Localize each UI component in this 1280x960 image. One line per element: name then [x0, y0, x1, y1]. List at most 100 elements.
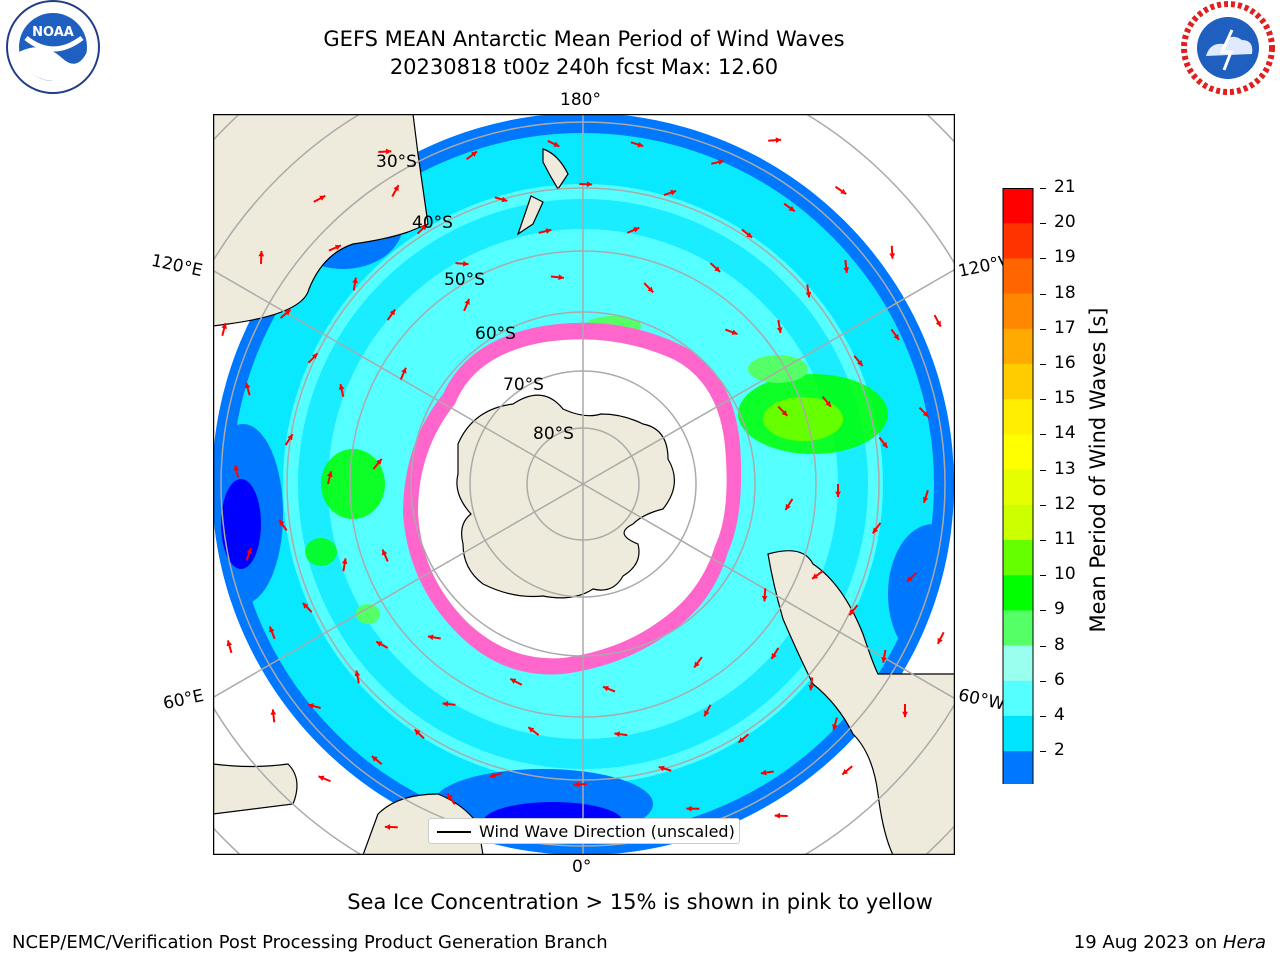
- wind-arrow-head: [384, 824, 391, 830]
- wind-arrow-head: [849, 609, 855, 616]
- wind-arrow-head: [761, 595, 768, 602]
- wind-arrow-head: [922, 496, 929, 503]
- lat-label-70s: 70°S: [503, 375, 544, 395]
- wind-arrow-head: [937, 637, 943, 644]
- wind-arrow-head: [464, 298, 470, 305]
- wind-arrow-head: [889, 253, 896, 259]
- colorbar-tick-label: 2: [1054, 740, 1065, 761]
- footer-credit: NCEP/EMC/Verification Post Processing Pr…: [12, 932, 608, 953]
- colorbar-tick-label: 14: [1054, 423, 1076, 444]
- colorbar-tick-mark: [1040, 223, 1046, 225]
- colorbar-tick-label: 17: [1054, 317, 1076, 338]
- wind-arrow-head: [658, 765, 665, 772]
- wind-arrow-head: [376, 458, 382, 465]
- colorbar-tick-label: 15: [1054, 388, 1076, 409]
- wind-arrow-head: [334, 244, 341, 251]
- wind-arrow-head: [401, 367, 407, 374]
- colorbar-tick-mark: [1040, 716, 1046, 717]
- wind-arrow-head: [318, 775, 325, 781]
- wind-arrow-head: [258, 250, 265, 257]
- wind-arrow-head: [935, 320, 941, 327]
- colorbar-segment: [1003, 258, 1033, 295]
- lat-label-60s: 60°S: [475, 324, 516, 344]
- wind-arrow-head: [738, 737, 745, 743]
- wind-arrow-head: [221, 323, 228, 329]
- wind-arrow-head: [718, 159, 724, 165]
- map-legend: Wind Wave Direction (unscaled): [428, 818, 740, 844]
- wind-arrow-head: [558, 274, 564, 281]
- wind-arrow-head: [775, 137, 782, 144]
- wind-arrow-head: [603, 685, 609, 692]
- colorbar-segment: [1003, 504, 1033, 541]
- colorbar-tick-mark: [1040, 645, 1046, 647]
- colorbar-tick-mark: [1040, 188, 1046, 189]
- sea-ice-note: Sea Ice Concentration > 15% is shown in …: [347, 890, 933, 914]
- wind-arrow-head: [244, 382, 251, 389]
- wind-arrow-head: [825, 400, 832, 407]
- wind-arrow-head: [352, 277, 358, 284]
- wind-arrow-head: [694, 661, 700, 668]
- footer-date-text: 19 Aug 2023 on: [1073, 932, 1223, 953]
- wind-arrow-head: [774, 812, 781, 819]
- graticule: [213, 114, 955, 855]
- wind-arrow-head: [471, 151, 478, 157]
- wind-arrow-head: [812, 573, 819, 579]
- wind-arrow-head: [843, 267, 850, 273]
- wind-arrow-head: [771, 653, 777, 660]
- colorbar-tick-label: 16: [1054, 353, 1076, 373]
- lon-label-180: 180°: [560, 90, 601, 110]
- colorbar-tick-label: 8: [1054, 634, 1065, 655]
- wind-arrow-head: [785, 503, 791, 510]
- wind-arrow-head: [922, 411, 929, 417]
- wind-arrow-head: [808, 684, 815, 691]
- colorbar-tick-mark: [1040, 434, 1046, 436]
- colorbar-tick-mark: [1040, 610, 1046, 612]
- wind-arrow-head: [327, 471, 333, 478]
- colorbar-segment: [1003, 188, 1033, 224]
- colorbar-tick-label: 20: [1054, 212, 1076, 233]
- colorbar-tick-mark: [1040, 293, 1046, 295]
- continents: [213, 114, 955, 855]
- wind-arrow-head: [371, 756, 378, 762]
- colorbar-segment: [1003, 399, 1033, 435]
- lat-label-40s: 40°S: [412, 213, 453, 233]
- wind-arrow-head: [545, 228, 552, 234]
- wind-arrow-head: [427, 634, 434, 641]
- lon-label-0: 0°: [572, 857, 592, 877]
- wind-arrow-head: [382, 549, 388, 556]
- wind-arrow-head: [284, 309, 291, 316]
- legend-line-sample: [437, 831, 471, 833]
- wind-arrow-head: [835, 491, 841, 497]
- wind-arrow-head: [308, 703, 314, 709]
- wind-arrow-head: [637, 141, 644, 148]
- wind-arrow-head: [489, 772, 496, 779]
- wind-arrow-head: [746, 232, 753, 238]
- colorbar-tick-label: 10: [1054, 564, 1076, 585]
- lat-label-80s: 80°S: [533, 424, 574, 444]
- wind-arrow-head: [781, 410, 788, 416]
- wind-arrow-head: [226, 640, 233, 647]
- title-line-2: 20230818 t00z 240h fcst Max: 12.60: [389, 55, 779, 79]
- wind-arrow-head: [393, 185, 399, 192]
- nws-logo: [1176, 0, 1280, 98]
- colorbar-tick-label: 4: [1054, 705, 1065, 725]
- colorbar-tick-mark: [1040, 680, 1046, 682]
- colorbar-tick-mark: [1040, 469, 1046, 471]
- colorbar-segment: [1003, 540, 1033, 576]
- wind-arrow-head: [311, 353, 318, 360]
- lat-label-30s: 30°S: [376, 152, 417, 172]
- colorbar: [1002, 188, 1038, 814]
- wind-arrow-head: [647, 286, 654, 293]
- wind-arrow-head: [857, 359, 863, 366]
- wind-arrow-head: [462, 260, 469, 267]
- wind-arrow-head: [501, 196, 508, 203]
- wind-arrow-head: [442, 701, 449, 707]
- noaa-logo: NOAA: [2, 0, 104, 98]
- wind-arrow-head: [686, 805, 692, 812]
- title-line-1: GEFS MEAN Antarctic Mean Period of Wind …: [323, 27, 845, 51]
- wind-arrow-head: [633, 227, 640, 233]
- wind-arrow-head: [760, 769, 767, 776]
- wind-arrow-head: [788, 205, 795, 212]
- lat-label-50s: 50°S: [444, 270, 485, 290]
- lon-label-60e: 60°E: [161, 685, 206, 715]
